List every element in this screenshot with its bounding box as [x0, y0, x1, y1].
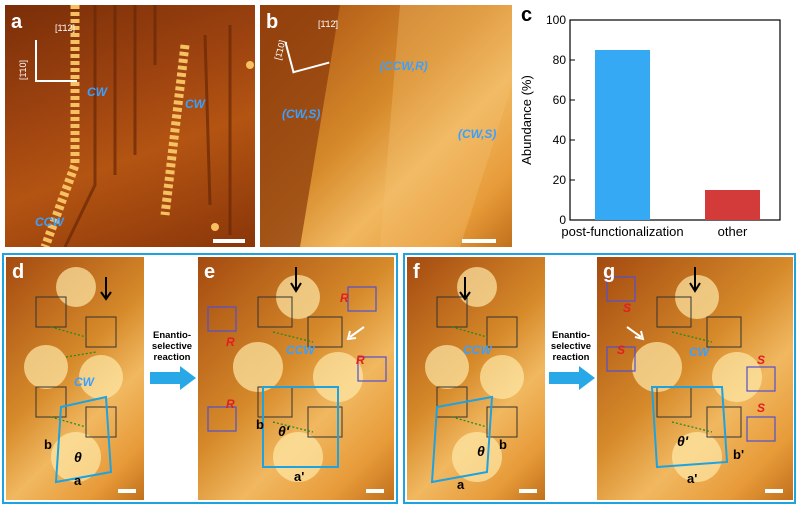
lattice-b-label-f: b	[499, 437, 507, 452]
lattice-b-label-e: b	[256, 417, 264, 432]
theta-label-f: θ	[477, 443, 485, 459]
stm-image-b: b [1̄12̄] [1̄10] (CW,S) (CCW,R) (CW,S)	[260, 5, 512, 247]
chirality-label-e: CCW	[286, 343, 315, 357]
molecule-label-a2: CW	[185, 97, 205, 111]
panel-label-f: f	[413, 261, 420, 283]
s-label-g2: S	[617, 343, 626, 357]
stm-chains-a	[40, 5, 254, 247]
panel-label-e: e	[204, 261, 216, 283]
panel-label-a: a	[11, 11, 23, 33]
panel-label-g: g	[603, 261, 616, 283]
r-label-e3: R	[356, 353, 365, 367]
y-tick-label: 80	[553, 53, 567, 67]
reaction-arrow-1-icon	[150, 366, 196, 390]
y-axis-label: Abundance (%)	[519, 75, 534, 165]
scale-bar-f	[519, 489, 537, 493]
domain-label-b3: (CW,S)	[458, 127, 497, 141]
chart-panel-c: c 0 20 40 60 80 100 Abundance (%) post-function…	[515, 0, 795, 250]
domain-label-b1: (CW,S)	[282, 107, 321, 121]
chirality-label-d: CW	[74, 375, 94, 389]
frame-left	[2, 253, 398, 504]
molecule-label-a1: CW	[87, 85, 107, 99]
scale-bar-b	[462, 239, 496, 243]
bar-1	[705, 190, 760, 220]
bar-0	[595, 50, 650, 220]
scale-bar-e	[366, 489, 384, 493]
lattice-a-label-d: a	[74, 473, 82, 488]
x-tick-label: other	[718, 224, 748, 239]
r-label-e1: R	[340, 291, 349, 305]
direction-label-b1: [1̄12̄]	[318, 19, 339, 29]
scale-bar-d	[118, 489, 136, 493]
y-tick-label: 0	[559, 213, 566, 227]
stm-domains-b	[260, 5, 512, 247]
reaction-arrow-2-icon	[549, 366, 595, 390]
theta-label-e: θ'	[278, 423, 290, 439]
molecule-overlay-g	[606, 267, 776, 482]
y-tick-label: 40	[553, 133, 567, 147]
direction-label-a2: [1̄10]	[18, 59, 29, 81]
lattice-a-label-e: a'	[294, 469, 305, 484]
stm-image-g: g CW S S S S θ' a' b'	[597, 257, 793, 500]
frame-right	[403, 253, 796, 504]
s-label-g1: S	[623, 301, 632, 315]
stm-image-a: a [1̄12̄] [1̄10] CW CW CCW	[5, 5, 255, 247]
stm-image-f: f CCW θ a b	[407, 257, 545, 500]
r-label-e2: R	[226, 335, 235, 349]
lattice-a-label-g: a'	[687, 471, 698, 486]
lattice-a-label-f: a	[457, 477, 465, 492]
y-tick-label: 100	[546, 13, 566, 27]
direction-label-a1: [1̄12̄]	[55, 23, 76, 33]
lattice-b-label-g: b'	[733, 447, 745, 462]
panel-label-c: c	[521, 4, 533, 26]
chirality-label-f: CCW	[463, 343, 492, 357]
s-label-g3: S	[757, 353, 766, 367]
reaction-label-2: Enantio- selective reaction	[550, 330, 592, 363]
stm-image-e: e CCW R R R R θ' a' b	[198, 257, 394, 500]
s-label-g4: S	[757, 401, 766, 415]
stm-image-d: d CW θ a b	[6, 257, 144, 500]
molecule-overlay-e	[207, 267, 387, 482]
reaction-label-1: Enantio- selective reaction	[151, 330, 193, 363]
chirality-label-g: CW	[689, 345, 709, 359]
panel-label-b: b	[266, 11, 279, 33]
panel-label-d: d	[12, 261, 25, 283]
scale-bar-a	[213, 239, 245, 243]
theta-label-g: θ'	[677, 433, 689, 449]
molecule-overlay-f	[425, 267, 524, 484]
lattice-b-label-d: b	[44, 437, 52, 452]
bar-chart: 0 20 40 60 80 100 Abundance (%) post-functional…	[519, 13, 781, 239]
molecule-overlay-d	[24, 267, 123, 484]
y-tick-label: 60	[553, 93, 567, 107]
scale-bar-g	[765, 489, 783, 493]
direction-arrow-a	[35, 40, 77, 82]
molecule-label-a3: CCW	[35, 215, 64, 229]
plot-frame	[569, 19, 781, 221]
y-tick-label: 20	[553, 173, 567, 187]
r-label-e4: R	[226, 397, 235, 411]
domain-label-b2: (CCW,R)	[380, 59, 428, 73]
theta-label-d: θ	[74, 449, 82, 465]
x-tick-label: post-functionalization	[561, 224, 683, 239]
